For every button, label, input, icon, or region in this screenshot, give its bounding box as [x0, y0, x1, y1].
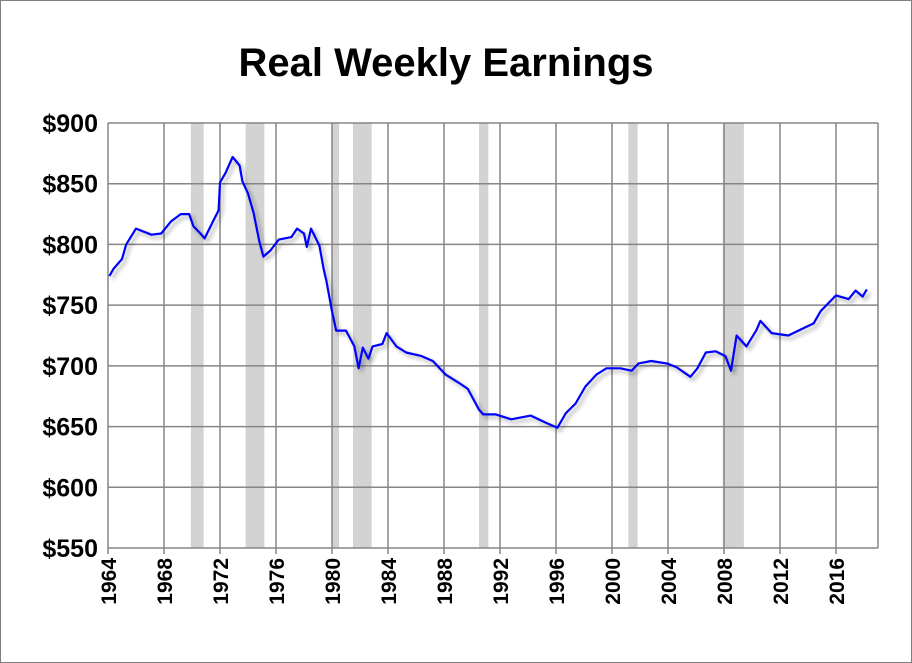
recession-shade	[353, 123, 372, 548]
x-tick-label: 1996	[546, 558, 569, 605]
x-tick-label: 1976	[266, 558, 289, 605]
y-tick-label: $850	[42, 171, 98, 199]
x-tick-label: 1980	[322, 558, 345, 605]
x-tick-label: 2000	[602, 558, 625, 605]
recession-shade	[332, 123, 339, 548]
x-tick-label: 1988	[434, 558, 457, 605]
x-tick-label: 2004	[658, 558, 681, 605]
earnings-line	[108, 155, 868, 429]
recession-shade	[722, 123, 744, 548]
recession-shade	[190, 123, 204, 548]
x-tick-label: 2016	[826, 558, 849, 605]
x-tick-label: 2008	[714, 558, 737, 605]
y-tick-label: $550	[42, 535, 98, 563]
y-tick-label: $800	[42, 231, 98, 259]
y-tick-label: $700	[42, 353, 98, 381]
recession-shade	[479, 123, 489, 548]
y-tick-label: $750	[42, 292, 98, 320]
x-tick-label: 1972	[210, 558, 233, 605]
x-tick-label: 1968	[154, 558, 177, 605]
x-tick-label: 1964	[98, 558, 121, 605]
y-tick-label: $900	[42, 110, 98, 138]
y-tick-label: $600	[42, 474, 98, 502]
recession-shade	[628, 123, 638, 548]
x-tick-label: 1992	[490, 558, 513, 605]
y-tick-label: $650	[42, 414, 98, 442]
x-tick-label: 1984	[378, 558, 401, 605]
x-tick-label: 2012	[770, 558, 793, 605]
recession-shade	[245, 123, 265, 548]
chart-title: Real Weekly Earnings	[238, 41, 654, 85]
